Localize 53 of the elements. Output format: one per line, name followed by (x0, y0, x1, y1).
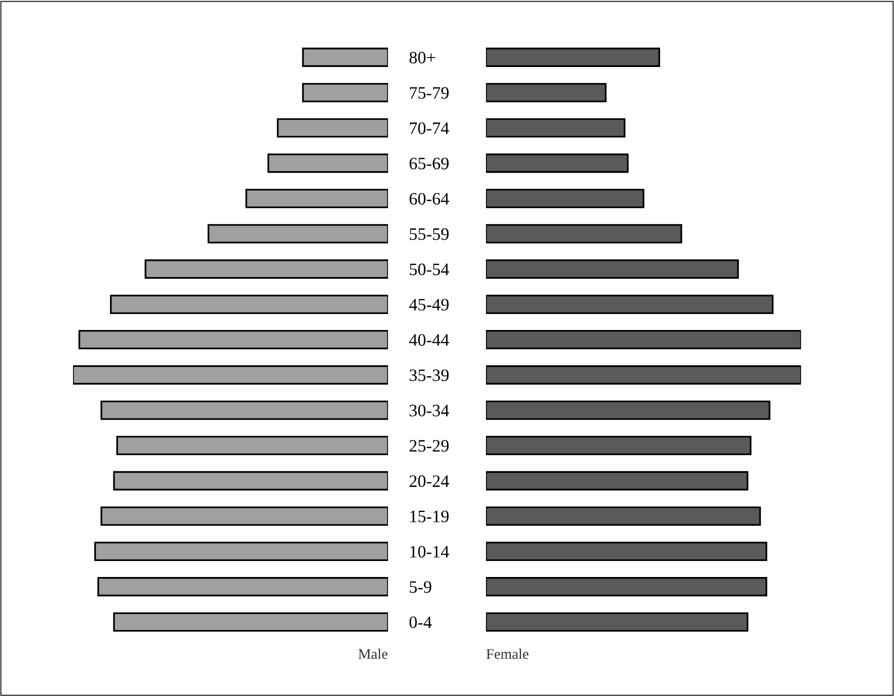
bar (486, 436, 752, 456)
y-tick-label: 50-54 (410, 264, 450, 276)
y-tick-label: 35-39 (410, 369, 449, 382)
bar (486, 365, 802, 385)
bar (486, 577, 768, 596)
y-tick-label: 60-64 (410, 192, 450, 205)
bar (486, 330, 802, 350)
y-tick-label: 75-79 (410, 87, 449, 99)
bar (276, 118, 388, 138)
y-tick-label: 25-29 (410, 440, 449, 452)
y-tick-label: 70-74 (410, 122, 450, 134)
bar (486, 400, 770, 420)
bar (486, 612, 748, 632)
series-label: Male (358, 648, 388, 659)
bar (94, 542, 388, 562)
bar (486, 506, 761, 526)
y-tick-label: 5-9 (410, 581, 432, 593)
y-tick-label: 65-69 (410, 158, 449, 170)
bar (302, 48, 388, 67)
bar (113, 471, 388, 490)
bar (486, 188, 644, 208)
bar (208, 224, 388, 244)
y-tick-label: 45-49 (409, 298, 449, 311)
bar (486, 48, 660, 67)
bar (486, 542, 768, 562)
bar (486, 224, 682, 244)
bar (144, 259, 388, 279)
bar (100, 400, 388, 420)
bar (486, 259, 739, 279)
y-tick-label: 10-14 (410, 546, 450, 558)
bar (267, 154, 388, 173)
bar (302, 82, 388, 102)
bar (100, 506, 388, 526)
bar (486, 471, 748, 490)
bar (110, 294, 388, 314)
bar (486, 294, 774, 314)
bar (245, 188, 388, 208)
y-tick-label: 80+ (409, 52, 436, 64)
bar (73, 365, 388, 385)
y-tick-label: 55-59 (410, 228, 449, 240)
y-tick-label: 15-19 (410, 510, 449, 522)
bar (116, 436, 388, 456)
bar (486, 118, 626, 138)
y-tick-label: 20-24 (410, 475, 450, 488)
bar (113, 612, 388, 632)
bar (97, 577, 388, 596)
y-tick-label: 0-4 (409, 616, 432, 628)
y-tick-label: 40-44 (409, 334, 450, 346)
y-tick-label: 30-34 (410, 404, 450, 416)
bar (486, 154, 629, 173)
series-label: Female (486, 648, 528, 659)
bar (78, 330, 388, 350)
bar (486, 82, 607, 102)
